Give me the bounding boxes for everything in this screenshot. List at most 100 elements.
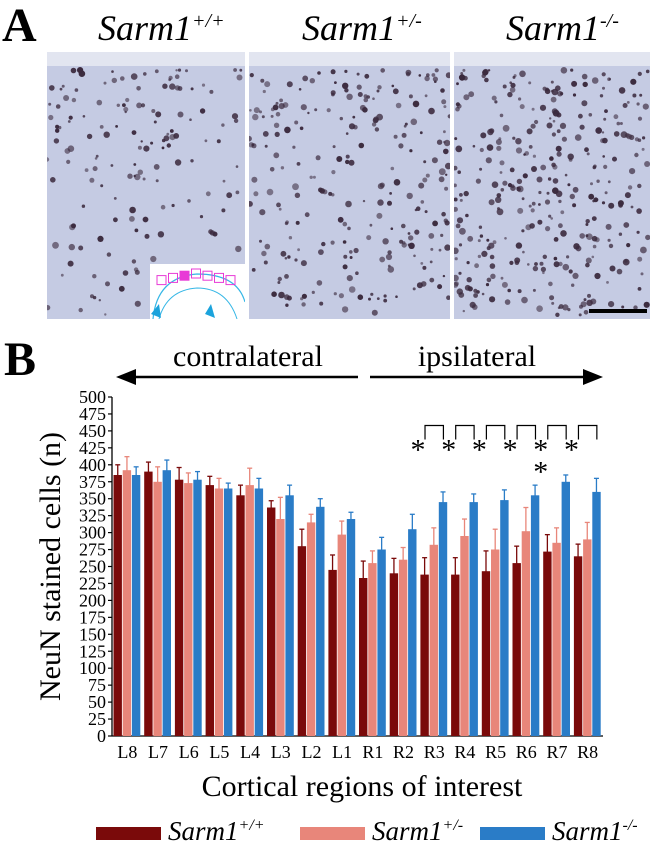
pial-surface — [47, 52, 245, 66]
stained-neuron — [486, 238, 490, 242]
stained-neuron — [387, 200, 392, 206]
stained-neuron — [477, 254, 482, 259]
bar — [460, 536, 469, 736]
stained-neuron — [204, 139, 208, 143]
bar — [285, 495, 294, 736]
stained-neuron — [131, 259, 137, 264]
stained-neuron — [455, 223, 461, 229]
stained-neuron — [609, 265, 616, 272]
stained-neuron — [491, 95, 497, 101]
stained-neuron — [504, 237, 507, 240]
stained-neuron — [155, 179, 159, 183]
stained-neuron — [125, 97, 130, 103]
stained-neuron — [445, 173, 448, 176]
x-tick-label: L6 — [179, 742, 199, 762]
stained-neuron — [209, 230, 216, 236]
significance-bracket: * — [411, 424, 445, 466]
stained-neuron — [507, 183, 513, 188]
stained-neuron — [642, 136, 646, 140]
stained-neuron — [549, 117, 552, 120]
stained-neuron — [489, 263, 496, 269]
stained-neuron — [645, 69, 650, 74]
stained-neuron — [387, 266, 395, 273]
stained-neuron — [47, 157, 50, 162]
stained-neuron — [604, 109, 608, 113]
stained-neuron — [443, 140, 446, 144]
stained-neuron — [249, 201, 253, 207]
stained-neuron — [155, 111, 162, 118]
stained-neuron — [499, 171, 503, 174]
stained-neuron — [90, 294, 94, 299]
stained-neuron — [502, 84, 507, 89]
bracket-line — [485, 424, 506, 440]
stained-neuron — [641, 147, 645, 151]
stained-neuron — [568, 269, 573, 274]
stained-neuron — [502, 180, 508, 186]
stained-neuron — [47, 305, 51, 311]
stained-neuron — [137, 169, 143, 175]
stained-neuron — [71, 223, 76, 229]
micrograph-het — [249, 52, 450, 319]
stained-neuron — [604, 191, 608, 195]
stained-neuron — [123, 106, 129, 112]
stained-neuron — [377, 85, 382, 90]
stained-neuron — [371, 309, 378, 316]
stained-neuron — [585, 257, 592, 264]
stained-neuron — [113, 217, 118, 223]
bar — [451, 574, 460, 736]
stained-neuron — [637, 116, 643, 121]
stained-neuron — [552, 119, 556, 123]
stained-neuron — [209, 89, 214, 94]
x-tick-label: R2 — [393, 742, 414, 762]
y-tick-label: 200 — [79, 590, 106, 610]
significance-asterisk: * — [533, 455, 548, 488]
stained-neuron — [414, 229, 420, 235]
stained-neuron — [521, 296, 528, 304]
stained-neuron — [462, 309, 465, 313]
stained-neuron — [516, 178, 523, 185]
stained-neuron — [602, 155, 605, 158]
stained-neuron — [588, 193, 595, 200]
stained-neuron — [558, 223, 563, 229]
stained-neuron — [337, 216, 344, 223]
stained-neuron — [116, 103, 121, 107]
stained-neuron — [98, 299, 101, 302]
stained-neuron — [187, 199, 191, 203]
stained-neuron — [370, 292, 374, 296]
stained-neuron — [154, 69, 159, 74]
stained-neuron — [410, 118, 418, 126]
stained-neuron — [353, 124, 358, 130]
stained-neuron — [307, 111, 310, 115]
bracket-line — [424, 424, 445, 440]
stained-neuron — [581, 100, 588, 107]
stained-neuron — [560, 92, 564, 96]
stained-neuron — [345, 154, 350, 159]
stained-neuron — [537, 219, 543, 225]
stained-neuron — [504, 299, 511, 305]
stained-neuron — [528, 204, 532, 208]
stained-neuron — [382, 238, 389, 245]
stained-neuron — [275, 111, 281, 117]
stained-neuron — [342, 82, 349, 89]
bar — [438, 502, 448, 736]
y-tick-label: 125 — [79, 641, 106, 661]
stained-neuron — [336, 156, 343, 162]
stained-neuron — [59, 87, 63, 91]
stained-neuron — [99, 125, 104, 129]
stained-neuron — [640, 272, 644, 276]
stained-neuron — [606, 281, 609, 284]
stained-neuron — [553, 237, 559, 242]
stained-neuron — [55, 124, 60, 129]
stained-neuron — [100, 184, 104, 188]
stained-neuron — [96, 99, 103, 106]
y-tick-label: 100 — [79, 658, 106, 678]
stained-neuron — [605, 223, 612, 230]
stained-neuron — [551, 108, 558, 115]
stained-neuron — [608, 243, 614, 249]
stained-neuron — [239, 68, 243, 72]
stained-neuron — [585, 219, 590, 224]
x-tick-label: R4 — [454, 742, 475, 762]
stained-neuron — [619, 122, 623, 125]
stained-neuron — [556, 112, 562, 118]
stained-neuron — [401, 223, 406, 229]
